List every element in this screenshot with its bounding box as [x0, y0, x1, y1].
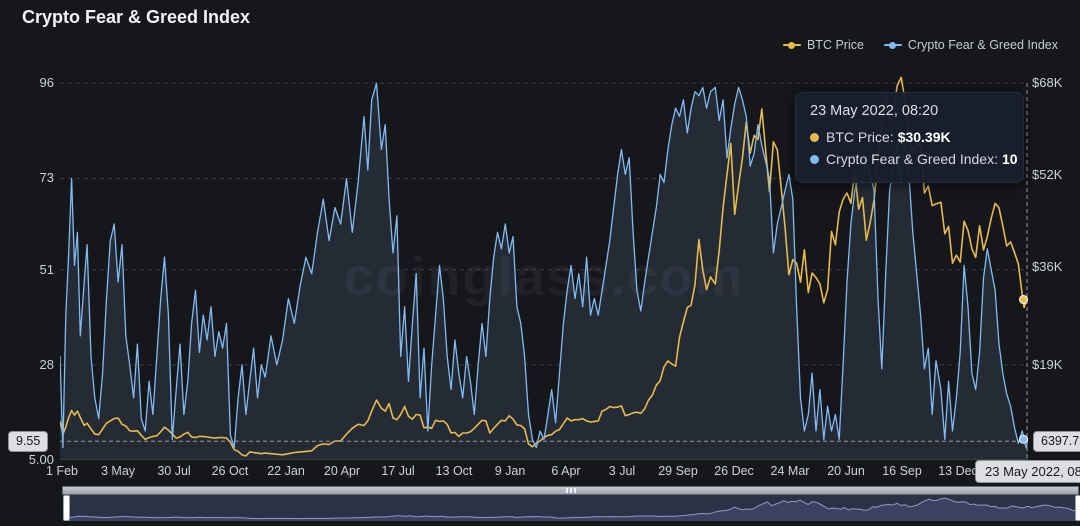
legend-label: Crypto Fear & Greed Index — [907, 38, 1058, 52]
crosshair-left-value-badge: 9.55 — [8, 431, 49, 452]
y-axis-left-tick: 96 — [39, 75, 54, 91]
navigator[interactable] — [63, 495, 1080, 521]
tooltip: 23 May 2022, 08:20 BTC Price: $30.39K Cryp… — [795, 92, 1024, 183]
x-axis-tick: 30 Jul — [157, 464, 191, 478]
x-axis-tick: 17 Jul — [381, 464, 415, 478]
x-axis-tick: 22 Jan — [267, 464, 305, 478]
navigator-scrollbar[interactable] — [62, 486, 1079, 495]
crosshair-date-badge: 23 May 2022, 08:20 — [975, 460, 1080, 483]
tooltip-value: $30.39K — [897, 129, 951, 145]
tooltip-rows: BTC Price: $30.39K Crypto Fear & Greed Ind… — [810, 126, 1018, 171]
y-axis-left-tick: 5.00 — [28, 452, 54, 467]
x-axis-tick: 16 Sep — [882, 464, 922, 478]
x-axis-tick: 20 Jun — [827, 464, 865, 478]
x-axis-tick: 26 Oct — [211, 464, 249, 478]
legend: BTC Price Crypto Fear & Greed Index — [782, 38, 1058, 52]
tooltip-label: BTC Price: — [826, 129, 894, 145]
x-axis-tick: 3 Jul — [608, 464, 636, 478]
x-axis-tick: 13 Oct — [435, 464, 473, 478]
legend-marker-icon — [883, 41, 902, 49]
y-axis-right-tick: $52K — [1032, 167, 1063, 183]
x-axis-tick: 9 Jan — [494, 464, 526, 478]
x-axis-tick: 6 Apr — [551, 464, 581, 478]
navigator-right-handle[interactable] — [1075, 495, 1080, 521]
x-axis-tick: 3 May — [100, 464, 136, 478]
x-axis-tick: 13 Dec — [938, 464, 978, 478]
y-axis-left-tick: 73 — [39, 170, 54, 186]
x-axis-tick: 29 Sep — [658, 464, 698, 478]
legend-marker-icon — [782, 41, 801, 49]
y-axis-right-tick: $36K — [1032, 259, 1063, 275]
tooltip-row: Crypto Fear & Greed Index: 10 — [810, 148, 1018, 170]
navigator-left-handle[interactable] — [63, 495, 70, 521]
plot-area[interactable]: coinglass.com — [60, 75, 1028, 460]
y-axis-left-tick: 28 — [39, 356, 54, 372]
legend-item-fear-greed-index[interactable]: Crypto Fear & Greed Index — [883, 38, 1058, 52]
chart-title: Crypto Fear & Greed Index — [22, 7, 251, 27]
chart-base-layer — [60, 82, 1028, 460]
navigator-chart — [67, 497, 1078, 521]
legend-item-btc-price[interactable]: BTC Price — [782, 38, 864, 52]
x-axis-tick: 1 Feb — [46, 464, 78, 478]
x-axis-tick: 24 Mar — [770, 464, 810, 478]
watermark: coinglass.com — [343, 247, 745, 307]
crosshair-right-value-badge: 6397.75 — [1033, 431, 1080, 452]
tooltip-value: 10 — [1001, 151, 1018, 168]
series-dot-icon — [810, 155, 819, 165]
y-axis-right-tick: $19K — [1032, 357, 1063, 373]
tooltip-date: 23 May 2022, 08:20 — [810, 103, 939, 119]
x-axis-tick: 26 Dec — [714, 464, 754, 478]
tooltip-label: Crypto Fear & Greed Index: — [826, 151, 998, 168]
tooltip-row: BTC Price: $30.39K — [810, 126, 1009, 148]
x-axis-tick: 20 Apr — [323, 464, 361, 478]
legend-label: BTC Price — [806, 38, 864, 52]
scrollbar-grip-icon[interactable] — [565, 488, 576, 493]
series-dot-icon — [810, 132, 819, 142]
y-axis-right-tick: $68K — [1032, 75, 1063, 91]
y-axis-left-tick: 51 — [39, 261, 54, 277]
